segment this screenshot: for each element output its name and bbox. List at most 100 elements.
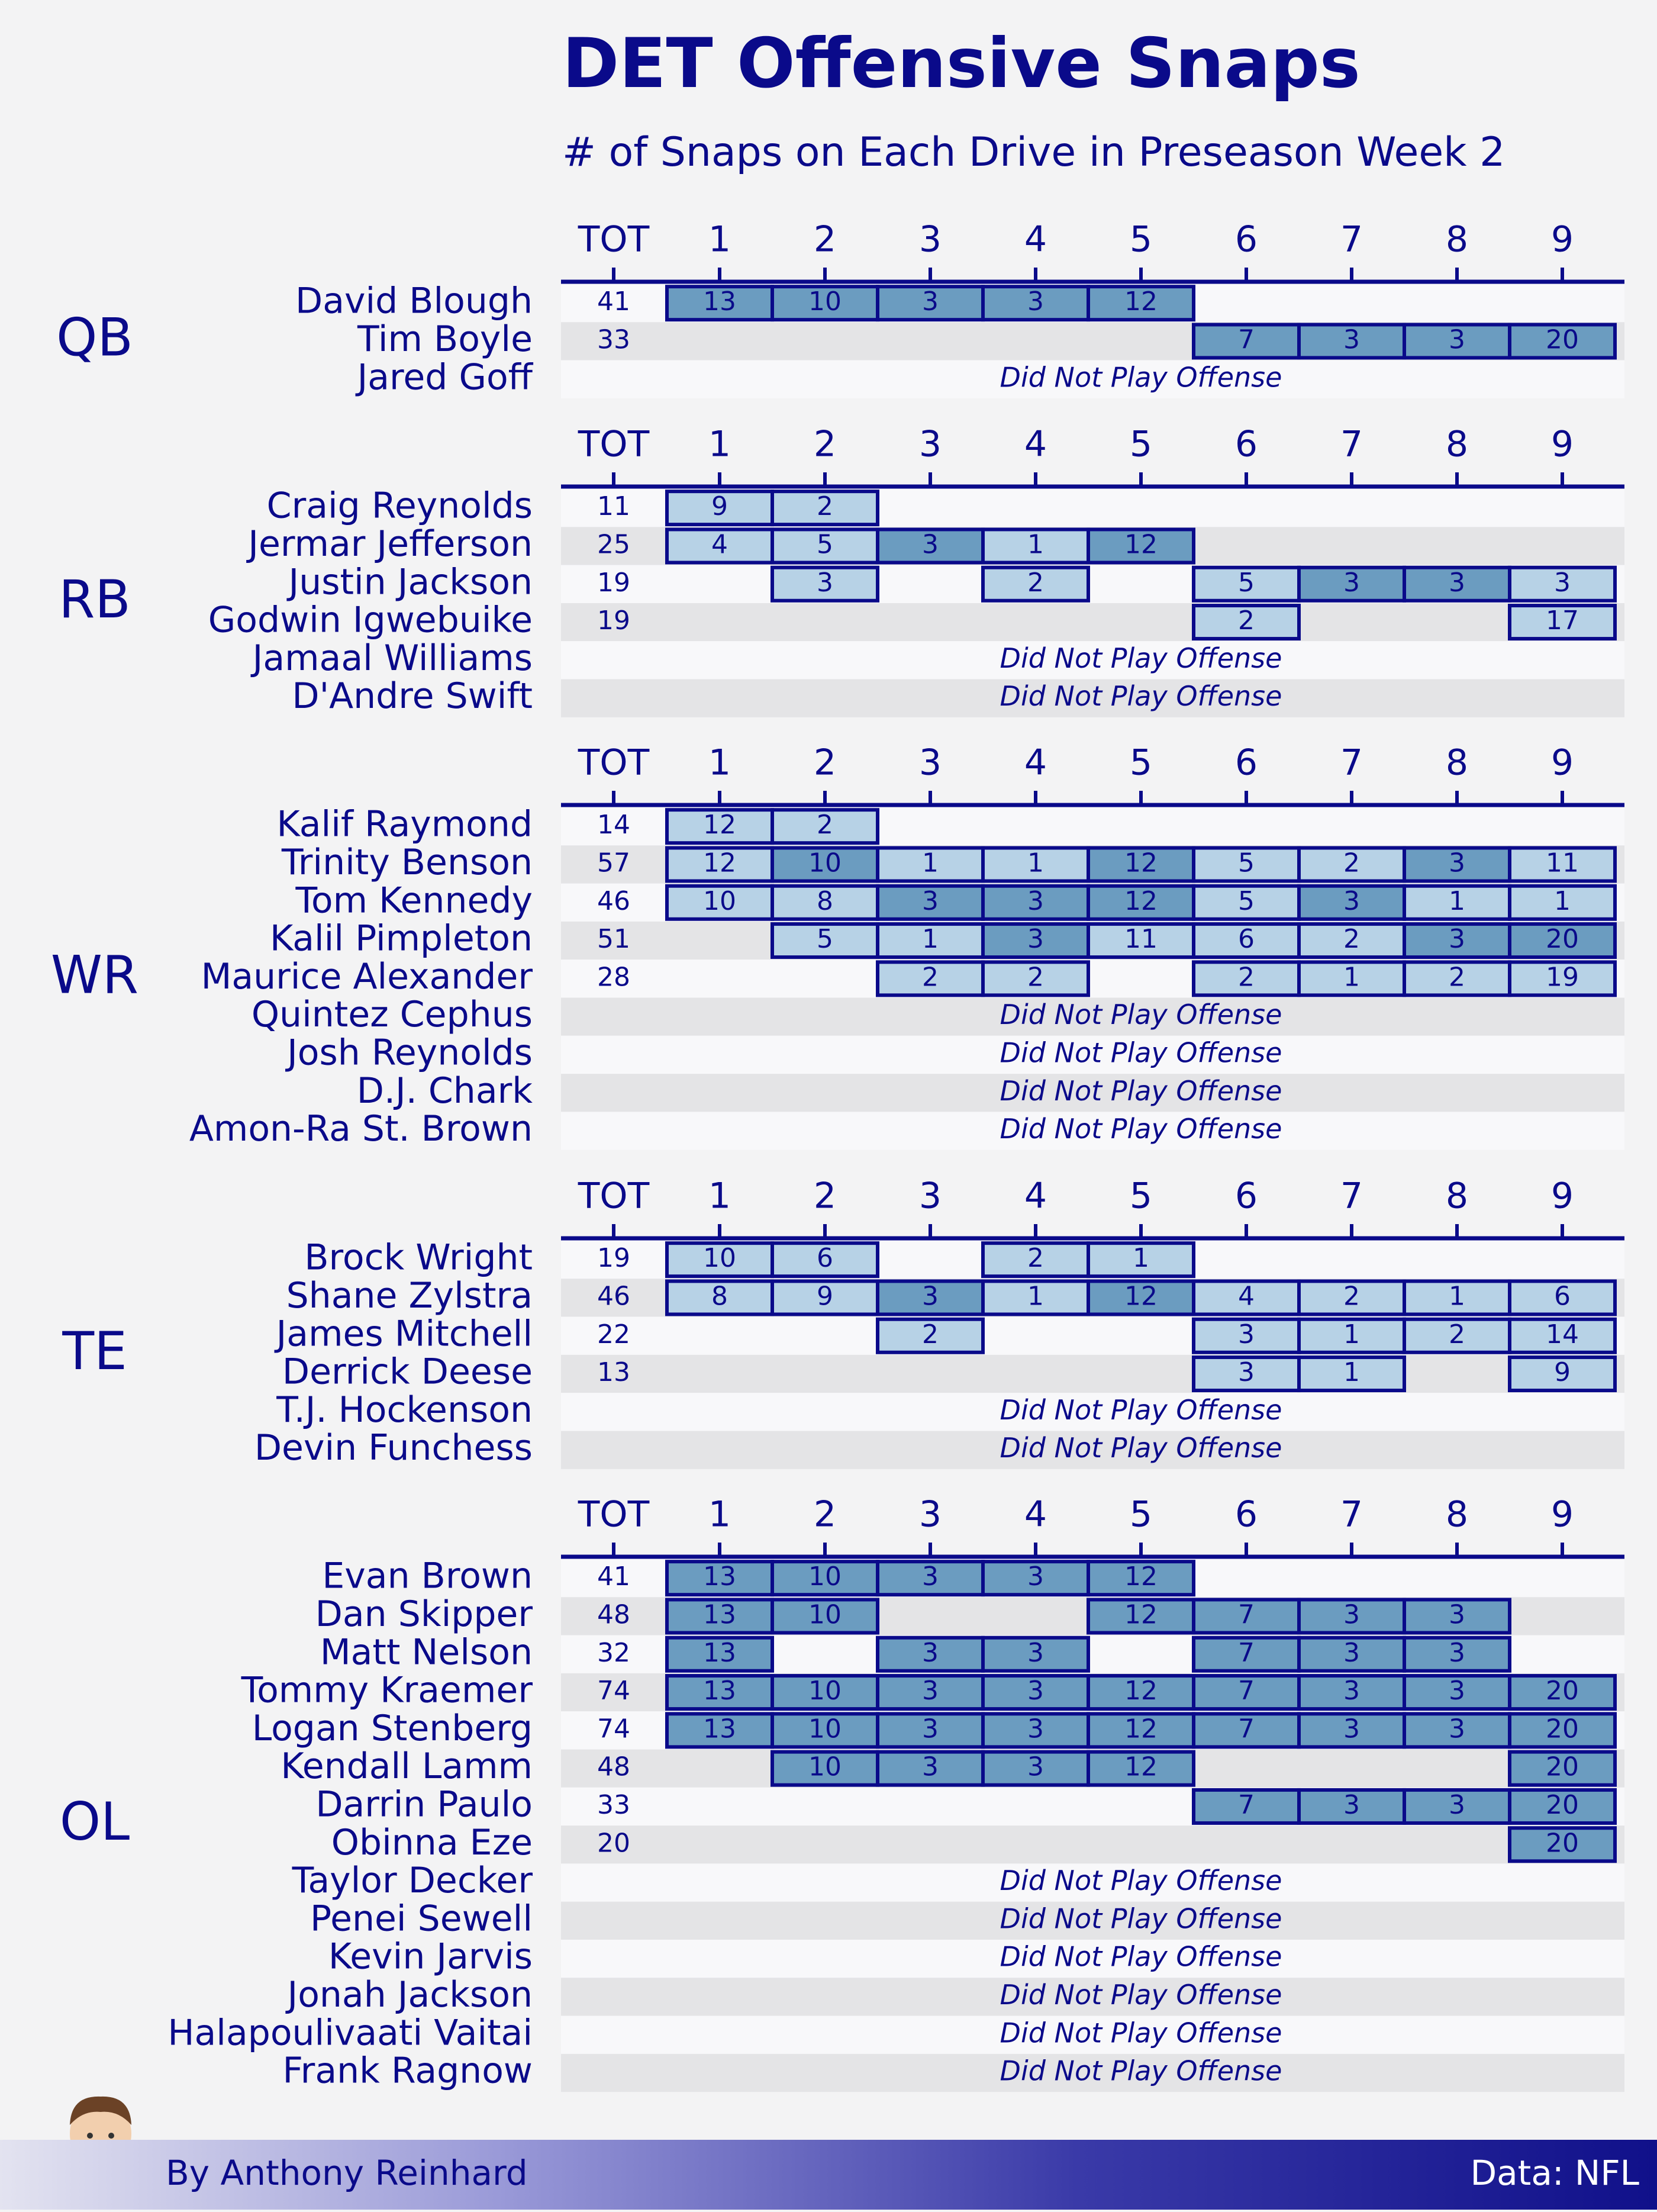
snap-value: 7: [1238, 1638, 1255, 1668]
row-stripe: [561, 1978, 1624, 2016]
snap-cell: [981, 1674, 1090, 1711]
snap-value: 2: [1027, 568, 1044, 598]
snap-value: 12: [1124, 886, 1158, 916]
player-name: Craig Reynolds: [267, 485, 533, 527]
player-name: Halapoulivaati Vaitai: [167, 2012, 533, 2053]
snap-value: 6: [1554, 1281, 1571, 1311]
snap-cell: [1508, 922, 1617, 960]
snap-value: 1: [1133, 1243, 1149, 1273]
col-header-tot: TOT: [578, 742, 650, 784]
snap-value: 3: [1027, 1638, 1044, 1668]
snap-cell: [771, 1560, 879, 1597]
total-snaps: 33: [597, 1790, 630, 1820]
snap-cell: [1087, 1750, 1195, 1787]
snap-value: 2: [1343, 1281, 1360, 1311]
snap-value: 3: [1449, 1790, 1465, 1820]
snap-value: 1: [1343, 1319, 1360, 1350]
col-header-drive: 1: [708, 424, 731, 465]
dnp-label: Did Not Play Offense: [1000, 2055, 1282, 2087]
player-name: Tommy Kraemer: [241, 1670, 533, 1711]
snap-value: 3: [1343, 1790, 1360, 1820]
total-snaps: 48: [597, 1599, 630, 1630]
snap-cell: [665, 1635, 774, 1673]
snap-cell: [1087, 1560, 1195, 1597]
snap-value: 4: [711, 529, 728, 559]
snap-value: 12: [1124, 286, 1158, 317]
snap-value: 2: [922, 962, 939, 992]
snap-value: 7: [1238, 1790, 1255, 1820]
snap-value: 12: [1124, 1281, 1158, 1311]
snap-value: 3: [922, 1638, 939, 1668]
snap-cell: [1508, 960, 1617, 997]
snap-cell: [1508, 1788, 1617, 1825]
snap-value: 1: [1343, 1357, 1360, 1387]
dnp-label: Did Not Play Offense: [1000, 1902, 1282, 1934]
snap-value: 3: [1343, 1714, 1360, 1744]
row-stripe: [561, 1354, 1624, 1393]
player-name: Godwin Igwebuike: [208, 600, 533, 641]
dnp-label: Did Not Play Offense: [1000, 1036, 1282, 1068]
snap-cell: [981, 884, 1090, 921]
row-stripe: [561, 997, 1624, 1036]
snap-value: 13: [703, 1599, 736, 1630]
player-name: Quintez Cephus: [252, 994, 533, 1035]
col-header-drive: 8: [1446, 219, 1468, 260]
player-name: David Blough: [295, 281, 533, 322]
total-snaps: 19: [597, 568, 630, 598]
snap-value: 3: [922, 286, 939, 317]
snap-cell: [1297, 922, 1406, 960]
row-stripe: [561, 360, 1624, 398]
col-header-drive: 5: [1130, 742, 1152, 784]
col-header-drive: 6: [1235, 219, 1258, 260]
snap-value: 2: [1449, 1319, 1465, 1350]
row-stripe: [561, 1863, 1624, 1902]
total-snaps: 33: [597, 324, 630, 355]
row-stripe: [561, 1940, 1624, 1978]
snap-cell: [1087, 922, 1195, 960]
snap-cell: [1508, 1279, 1617, 1316]
col-header-drive: 8: [1446, 424, 1468, 465]
col-header-drive: 6: [1235, 1494, 1258, 1535]
snap-cell: [1403, 960, 1511, 997]
snap-cell: [1508, 1674, 1617, 1711]
col-header-drive: 8: [1446, 1176, 1468, 1217]
snap-value: 1: [1027, 1281, 1044, 1311]
snap-value: 3: [1343, 568, 1360, 598]
player-name: Kevin Jarvis: [328, 1936, 533, 1978]
snap-value: 3: [922, 1714, 939, 1744]
snap-cell: [981, 1750, 1090, 1787]
snap-value: 12: [1124, 848, 1158, 878]
col-header-drive: 1: [708, 742, 731, 784]
dnp-label: Did Not Play Offense: [1000, 680, 1282, 712]
position-label: TE: [62, 1321, 127, 1382]
col-header-drive: 6: [1235, 424, 1258, 465]
row-stripe: [561, 679, 1624, 717]
snap-value: 17: [1546, 606, 1579, 636]
col-header-tot: TOT: [578, 424, 650, 465]
snap-cell: [665, 1279, 774, 1316]
snap-cell: [876, 1635, 985, 1673]
snap-cell: [981, 846, 1090, 883]
snap-value: 3: [1027, 1561, 1044, 1592]
player-name: Dan Skipper: [315, 1593, 533, 1635]
player-name: Maurice Alexander: [201, 956, 533, 997]
total-snaps: 19: [597, 1243, 630, 1273]
snap-cell: [1192, 604, 1301, 641]
snap-cell: [1508, 1355, 1617, 1393]
snap-cell: [1192, 922, 1301, 960]
col-header-drive: 7: [1340, 219, 1363, 260]
player-name: Trinity Benson: [281, 842, 533, 883]
total-snaps: 74: [597, 1676, 630, 1706]
snap-value: 11: [1546, 848, 1579, 878]
snap-value: 3: [922, 529, 939, 559]
snap-cell: [1508, 884, 1617, 921]
snap-cell: [876, 1279, 985, 1316]
snap-cell: [1508, 1750, 1617, 1787]
player-name: Jamaal Williams: [250, 637, 533, 679]
snap-value: 3: [1027, 886, 1044, 916]
snap-cell: [981, 1712, 1090, 1749]
snap-value: 13: [703, 1638, 736, 1668]
player-name: Amon-Ra St. Brown: [189, 1108, 533, 1150]
snap-value: 3: [1449, 1714, 1465, 1744]
snap-cell: [1087, 884, 1195, 921]
